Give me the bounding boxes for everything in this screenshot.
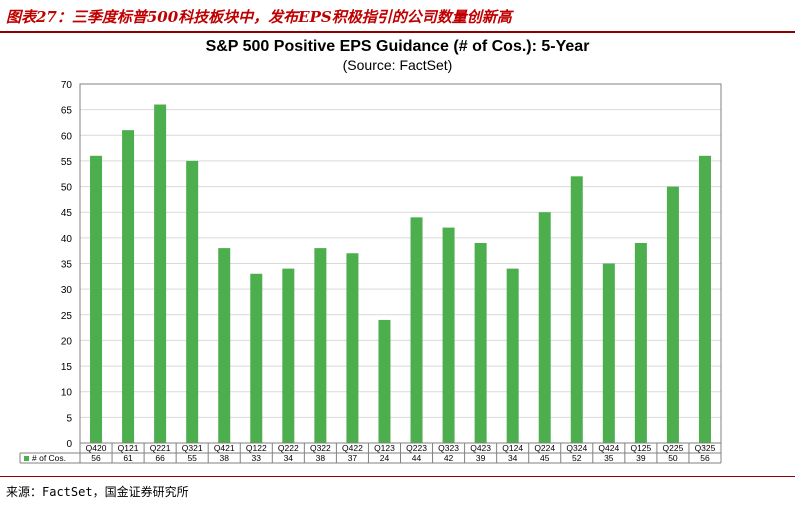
y-tick-label: 0 [66, 439, 72, 450]
data-label: 34 [508, 453, 518, 463]
y-tick-label: 60 [61, 131, 73, 142]
y-tick-label: 55 [61, 157, 73, 168]
x-tick-label: Q122 [246, 443, 267, 453]
bar [410, 217, 423, 443]
y-tick-label: 20 [61, 336, 73, 347]
x-tick-label: Q420 [86, 443, 107, 453]
data-label: 45 [540, 453, 550, 463]
chart-subtitle: (Source: FactSet) [342, 57, 453, 73]
figure-caption: 图表27：三季度标普500科技板块中，发布EPS积极指引的公司数量创新高 [6, 8, 512, 26]
x-tick-label: Q325 [695, 443, 716, 453]
bar [282, 268, 295, 443]
bar [602, 263, 615, 443]
x-tick-label: Q324 [566, 443, 587, 453]
bar [378, 319, 391, 443]
source-note: 来源：FactSet，国金证券研究所 [6, 485, 189, 499]
x-tick-label: Q225 [663, 443, 684, 453]
data-label: 37 [348, 453, 358, 463]
y-tick-label: 65 [61, 106, 73, 117]
x-tick-label: Q322 [310, 443, 331, 453]
top-rule [0, 31, 795, 33]
bar [218, 248, 231, 443]
x-tick-label: Q423 [470, 443, 491, 453]
chart-area: 0 5 10 15 20 25 30 35 40 45 50 55 60 65 70 Q420 56 Q121 61… [0, 34, 795, 474]
bar [474, 242, 487, 443]
y-tick-label: 40 [61, 234, 73, 245]
x-tick-label: Q422 [342, 443, 363, 453]
x-tick-label: Q221 [150, 443, 171, 453]
x-tick-label: Q421 [214, 443, 235, 453]
x-tick-label: Q123 [374, 443, 395, 453]
bar [90, 155, 103, 444]
bar [154, 104, 167, 443]
data-label: 56 [91, 453, 101, 463]
y-tick-label: 15 [61, 362, 73, 373]
x-tick-label: Q223 [406, 443, 427, 453]
data-label: 61 [123, 453, 133, 463]
y-tick-label: 35 [61, 260, 73, 271]
y-tick-label: 45 [61, 208, 73, 219]
bar [314, 248, 327, 443]
y-tick-label: 50 [61, 183, 73, 194]
data-label: 38 [316, 453, 326, 463]
x-tick-label: Q321 [182, 443, 203, 453]
y-tick-label: 25 [61, 311, 73, 322]
bar [698, 155, 711, 444]
bar [250, 273, 263, 443]
bar [186, 160, 199, 443]
data-label: 35 [604, 453, 614, 463]
legend-swatch [24, 456, 29, 461]
data-label: 55 [187, 453, 197, 463]
bar [634, 242, 647, 443]
bar [570, 176, 583, 444]
bar [506, 268, 519, 443]
data-label: 39 [636, 453, 646, 463]
data-label: 33 [252, 453, 262, 463]
bar [442, 227, 455, 443]
x-tick-label: Q424 [598, 443, 619, 453]
bar [538, 212, 551, 443]
y-tick-label: 30 [61, 285, 73, 296]
bar-chart: 0510152025303540455055606570Q42056Q12161… [19, 80, 722, 464]
bottom-rule [0, 476, 795, 477]
y-tick-label: 10 [61, 388, 73, 399]
bar [122, 130, 135, 443]
y-tick-label: 70 [61, 80, 73, 91]
bar [666, 186, 679, 444]
x-tick-label: Q121 [118, 443, 139, 453]
y-tick-label: 5 [66, 413, 72, 424]
chart-title: S&P 500 Positive EPS Guidance (# of Cos.… [205, 38, 590, 55]
data-label: 52 [572, 453, 582, 463]
data-label: 56 [700, 453, 710, 463]
data-label: 50 [668, 453, 678, 463]
data-label: 38 [219, 453, 229, 463]
data-label: 44 [412, 453, 422, 463]
x-tick-label: Q125 [630, 443, 651, 453]
bar [346, 253, 359, 443]
data-label: 66 [155, 453, 165, 463]
data-label: 34 [284, 453, 294, 463]
legend-label: # of Cos. [32, 453, 66, 463]
data-label: 39 [476, 453, 486, 463]
x-tick-label: Q323 [438, 443, 459, 453]
x-tick-label: Q222 [278, 443, 299, 453]
x-tick-label: Q124 [502, 443, 523, 453]
data-label: 24 [380, 453, 390, 463]
x-tick-label: Q224 [534, 443, 555, 453]
data-label: 42 [444, 453, 454, 463]
